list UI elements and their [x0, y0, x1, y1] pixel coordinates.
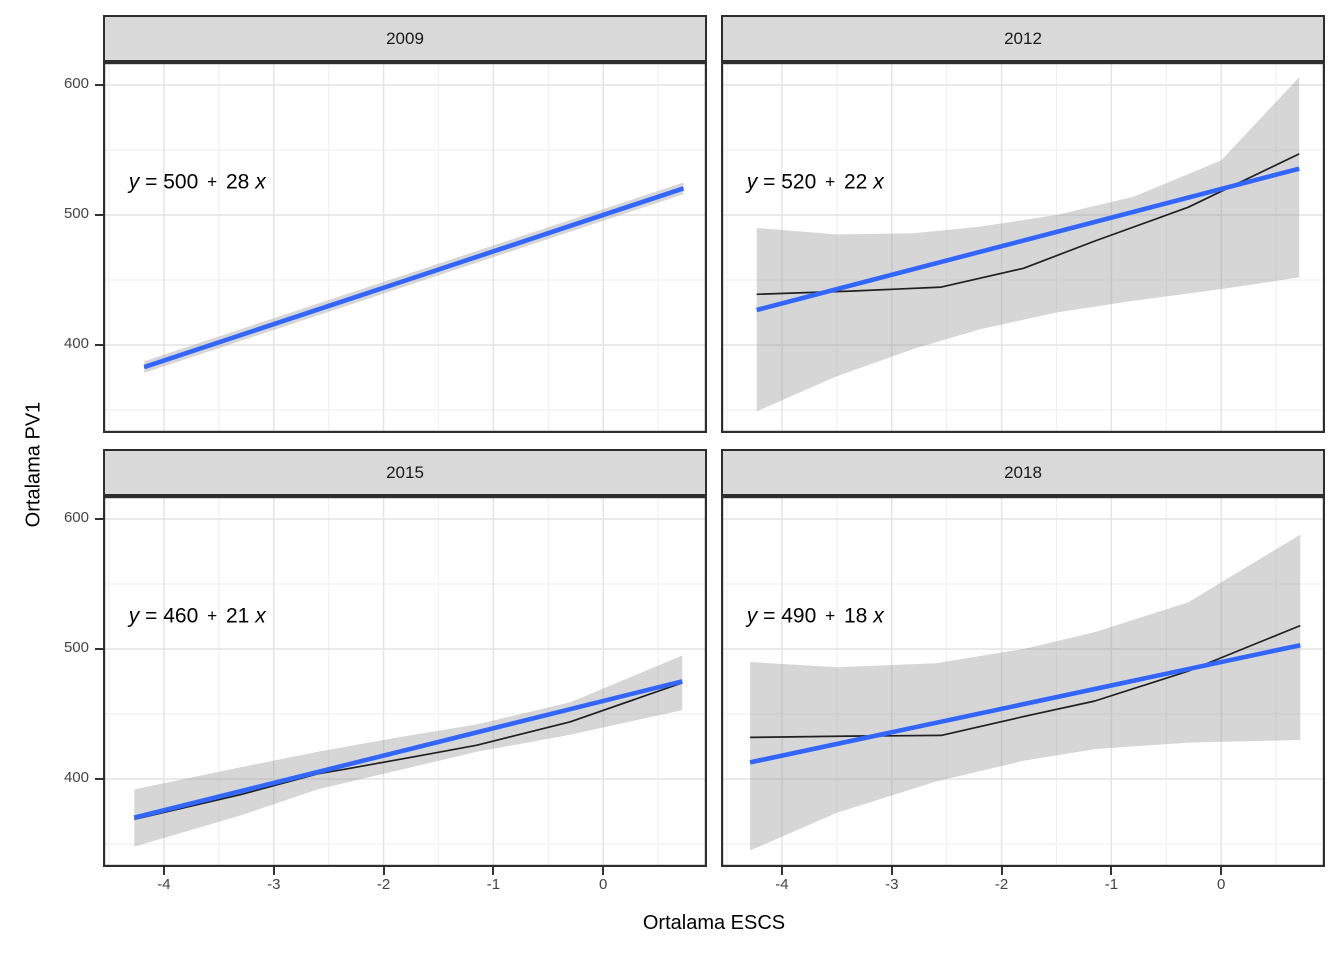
facet-panel-2012: y = 520 + 22 x	[721, 62, 1325, 433]
y-tick-label: 600	[63, 509, 89, 526]
x-tick-label: -2	[376, 876, 391, 893]
equation-var-y: y	[128, 604, 140, 628]
panel-plot-svg	[721, 62, 1325, 433]
x-tick-mark	[162, 867, 165, 875]
regression-line	[133, 679, 683, 820]
x-tick-mark	[1220, 867, 1223, 875]
facet-panel-2018: y = 490 + 18 x	[721, 496, 1325, 867]
x-tick-label: -2	[994, 876, 1009, 893]
y-tick-mark	[95, 518, 103, 520]
y-tick-mark	[95, 648, 103, 650]
y-tick-label: 600	[63, 75, 89, 92]
x-axis-title: Ortalama ESCS	[642, 912, 786, 934]
equation-var-x: x	[255, 170, 266, 194]
confidence-ribbon	[750, 534, 1301, 851]
equation-slope: 21	[220, 604, 256, 628]
equation-slope: 18	[838, 604, 874, 628]
x-tick-mark	[1110, 867, 1113, 875]
equation-var-y: y	[128, 170, 140, 194]
y-tick-mark	[95, 343, 103, 346]
strip-label: 2012	[1004, 28, 1042, 48]
facet-panel-2009: y = 500 + 28 x	[103, 62, 707, 433]
facet-strip-2018: 2018	[721, 449, 1325, 496]
equation-var-y: y	[746, 170, 758, 194]
panel-plot-svg	[721, 496, 1325, 867]
facet-strip-2009: 2009	[103, 15, 707, 62]
equation-var-x: x	[255, 604, 266, 628]
facet-strip-2015: 2015	[103, 449, 707, 496]
x-tick-label: -3	[267, 876, 281, 893]
y-tick-mark	[95, 84, 103, 86]
equation-annotation: y = 520 + 22 x	[747, 170, 884, 194]
panel-plot-svg	[103, 496, 707, 867]
regression-line	[143, 186, 685, 370]
equation-var-x: x	[873, 604, 884, 628]
facet-panel-2015: y = 460 + 21 x	[103, 496, 707, 867]
x-tick-label: -1	[486, 876, 501, 893]
y-tick-label: 400	[63, 768, 89, 786]
equation-slope: 22	[838, 170, 874, 194]
equation-equals: = 520	[757, 170, 823, 194]
equation-plus: +	[207, 171, 218, 192]
equation-annotation: y = 460 + 21 x	[129, 604, 266, 628]
equation-annotation: y = 490 + 18 x	[747, 604, 884, 628]
panel-border	[103, 496, 707, 867]
x-tick-mark	[272, 867, 275, 875]
panel-border	[103, 62, 707, 433]
confidence-ribbon	[756, 77, 1300, 412]
x-tick-label: -4	[775, 876, 789, 893]
equation-equals: = 460	[139, 604, 205, 628]
x-tick-mark	[602, 867, 605, 875]
equation-plus: +	[207, 605, 218, 626]
x-tick-mark	[1000, 867, 1003, 875]
strip-label: 2018	[1004, 462, 1042, 482]
equation-plus: +	[825, 605, 836, 626]
x-tick-mark	[382, 867, 385, 875]
equation-equals: = 490	[757, 604, 823, 628]
observed-line	[756, 153, 1300, 296]
observed-line	[134, 681, 683, 821]
x-tick-label: 0	[599, 876, 608, 893]
x-tick-label: -3	[885, 876, 899, 893]
x-tick-label: 0	[1217, 876, 1226, 893]
y-tick-label: 500	[63, 205, 89, 222]
equation-var-y: y	[746, 604, 758, 628]
regression-line	[756, 166, 1300, 313]
strip-label: 2015	[386, 462, 424, 482]
panel-border	[721, 62, 1325, 433]
facet-strip-2012: 2012	[721, 15, 1325, 62]
y-tick-mark	[95, 214, 103, 216]
regression-line	[749, 642, 1301, 765]
equation-plus: +	[825, 171, 836, 192]
strip-label: 2009	[386, 28, 424, 48]
y-tick-label: 500	[63, 639, 89, 656]
x-tick-label: -1	[1104, 876, 1119, 893]
y-tick-label: 400	[63, 334, 89, 352]
panel-border	[721, 496, 1325, 867]
x-tick-mark	[492, 867, 495, 875]
x-tick-mark	[890, 867, 893, 875]
x-tick-label: -4	[157, 876, 171, 893]
x-tick-mark	[780, 867, 783, 875]
equation-var-x: x	[873, 170, 884, 194]
equation-equals: = 500	[139, 170, 205, 194]
equation-annotation: y = 500 + 28 x	[129, 170, 266, 194]
y-tick-mark	[95, 777, 103, 780]
equation-slope: 28	[220, 170, 256, 194]
panel-plot-svg	[103, 62, 707, 433]
